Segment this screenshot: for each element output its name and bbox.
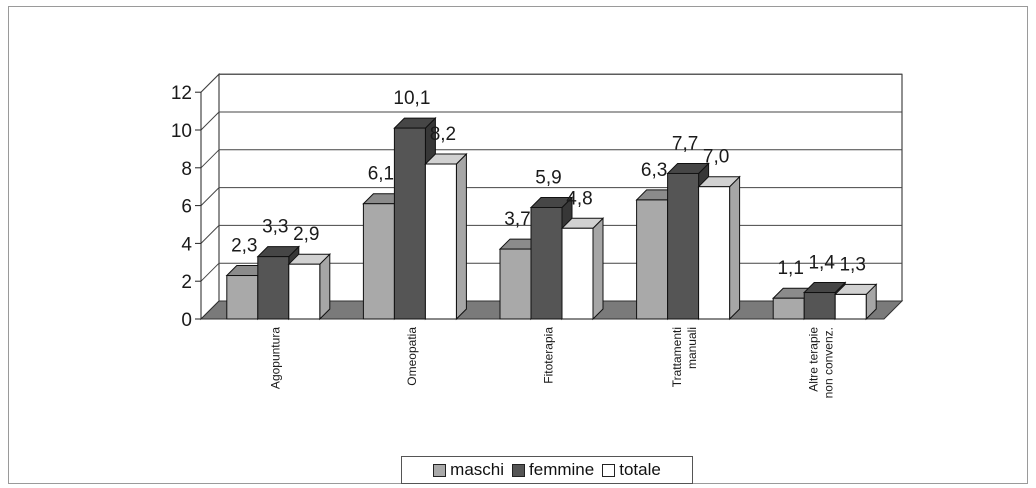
legend-label-totale: totale [619,460,661,479]
y-tick-label: 2 [181,272,192,293]
legend-swatch-maschi [433,463,447,477]
category-label-line: non convenz. [822,327,836,398]
category-label: Fitoterapia [542,327,556,384]
legend-label-femmine: femmine [529,460,595,479]
category-label-line: Trattamenti [670,327,684,387]
bar-side-totale [592,217,604,321]
bar-totale [424,152,468,321]
legend-swatch-femmine [512,463,526,477]
category-label-line: Omeopatia [405,327,419,386]
data-label-totale: 8,2 [430,124,456,145]
gridline-side [200,187,220,206]
gridline-side [200,149,220,169]
gridline-side [200,225,220,244]
data-label-maschi: 2,3 [231,236,257,257]
bar-totale [287,252,332,321]
data-label-maschi: 6,3 [641,160,667,181]
y-tick-label: 8 [181,159,192,180]
bar-front-totale [834,293,867,320]
legend-item-femmine: femmine [512,460,594,480]
legend-item-totale: totale [602,460,661,480]
bar-side-totale [455,152,467,321]
bar-totale [697,175,741,321]
y-tick-label: 0 [181,310,192,331]
bar-front-maschi [772,297,805,320]
data-label-femmine: 1,4 [808,253,835,274]
category-label-line: Fitoterapia [542,327,556,384]
data-labels: 2,33,3 2,9 6,1 10,18,2 3,75,94,8 6,37,77,0 1,1… [231,88,866,279]
data-label-totale: 7,0 [703,147,729,168]
chart-frame: 0 2 4 6 8 10 12 2,3 3,3 2,9 6,1 10,1 8,2 3,7 5,9 4,8 6,… [8,6,1028,484]
data-label-maschi: 3,7 [504,209,530,230]
data-label-maschi: 6,1 [368,164,394,185]
data-label-totale: 1,3 [839,254,865,275]
bar-front-femmine [257,256,290,320]
bar-front-maschi [362,203,395,320]
data-label-totale: 4,8 [566,188,592,209]
y-tick-label: 4 [181,234,192,255]
gridline-side [200,73,220,93]
gridline-side [200,111,220,131]
y-tick-label: 12 [171,83,192,104]
bar-front-femmine [803,292,836,320]
bar-totale [560,217,605,321]
bar-chart: 0 2 4 6 8 10 12 2,33,3 2,9 6,1 10,18,2 3,75,94,8 6,… [171,72,904,399]
data-label-femmine: 7,7 [672,133,698,154]
data-label-femmine: 3,3 [262,217,288,238]
bars [225,116,878,321]
category-label: Agopuntura [268,327,282,389]
category-label-line: Agopuntura [268,327,282,389]
bar-front-maschi [636,199,669,320]
legend-swatch-totale [602,463,616,477]
data-label-totale: 2,9 [293,224,319,245]
category-label-line: manuali [685,327,699,369]
category-label: Trattamentimanuali [670,327,699,387]
data-label-femmine: 10,1 [393,88,430,109]
bar-front-femmine [393,127,426,320]
data-label-maschi: 1,1 [777,258,803,279]
y-axis: 0 2 4 6 8 10 12 [171,83,202,331]
y-tick-label: 6 [181,197,192,218]
category-label: Omeopatia [405,327,419,386]
bar-front-totale [288,263,321,320]
bar-side-totale [319,252,331,321]
bar-front-femmine [530,206,563,320]
legend-item-maschi: maschi [433,460,504,480]
gridline-side [200,262,220,282]
bar-front-femmine [667,172,700,320]
bar-totale [833,283,878,321]
y-tick-label: 10 [171,121,192,142]
legend-label-maschi: maschi [450,460,505,479]
bar-front-totale [698,186,731,320]
x-axis-categories: Agopuntura Omeopatia Fitoterapia Trattament… [268,327,835,399]
legend: maschi femmine totale [401,456,693,484]
bar-side-totale [729,175,741,321]
category-label: Altre terapienon convenz. [807,327,836,399]
data-label-femmine: 5,9 [535,167,561,188]
bar-front-totale [424,163,457,320]
bar-front-maschi [499,248,532,320]
bar-front-totale [561,227,594,320]
category-label-line: Altre terapie [807,327,821,392]
bar-front-maschi [226,275,259,320]
